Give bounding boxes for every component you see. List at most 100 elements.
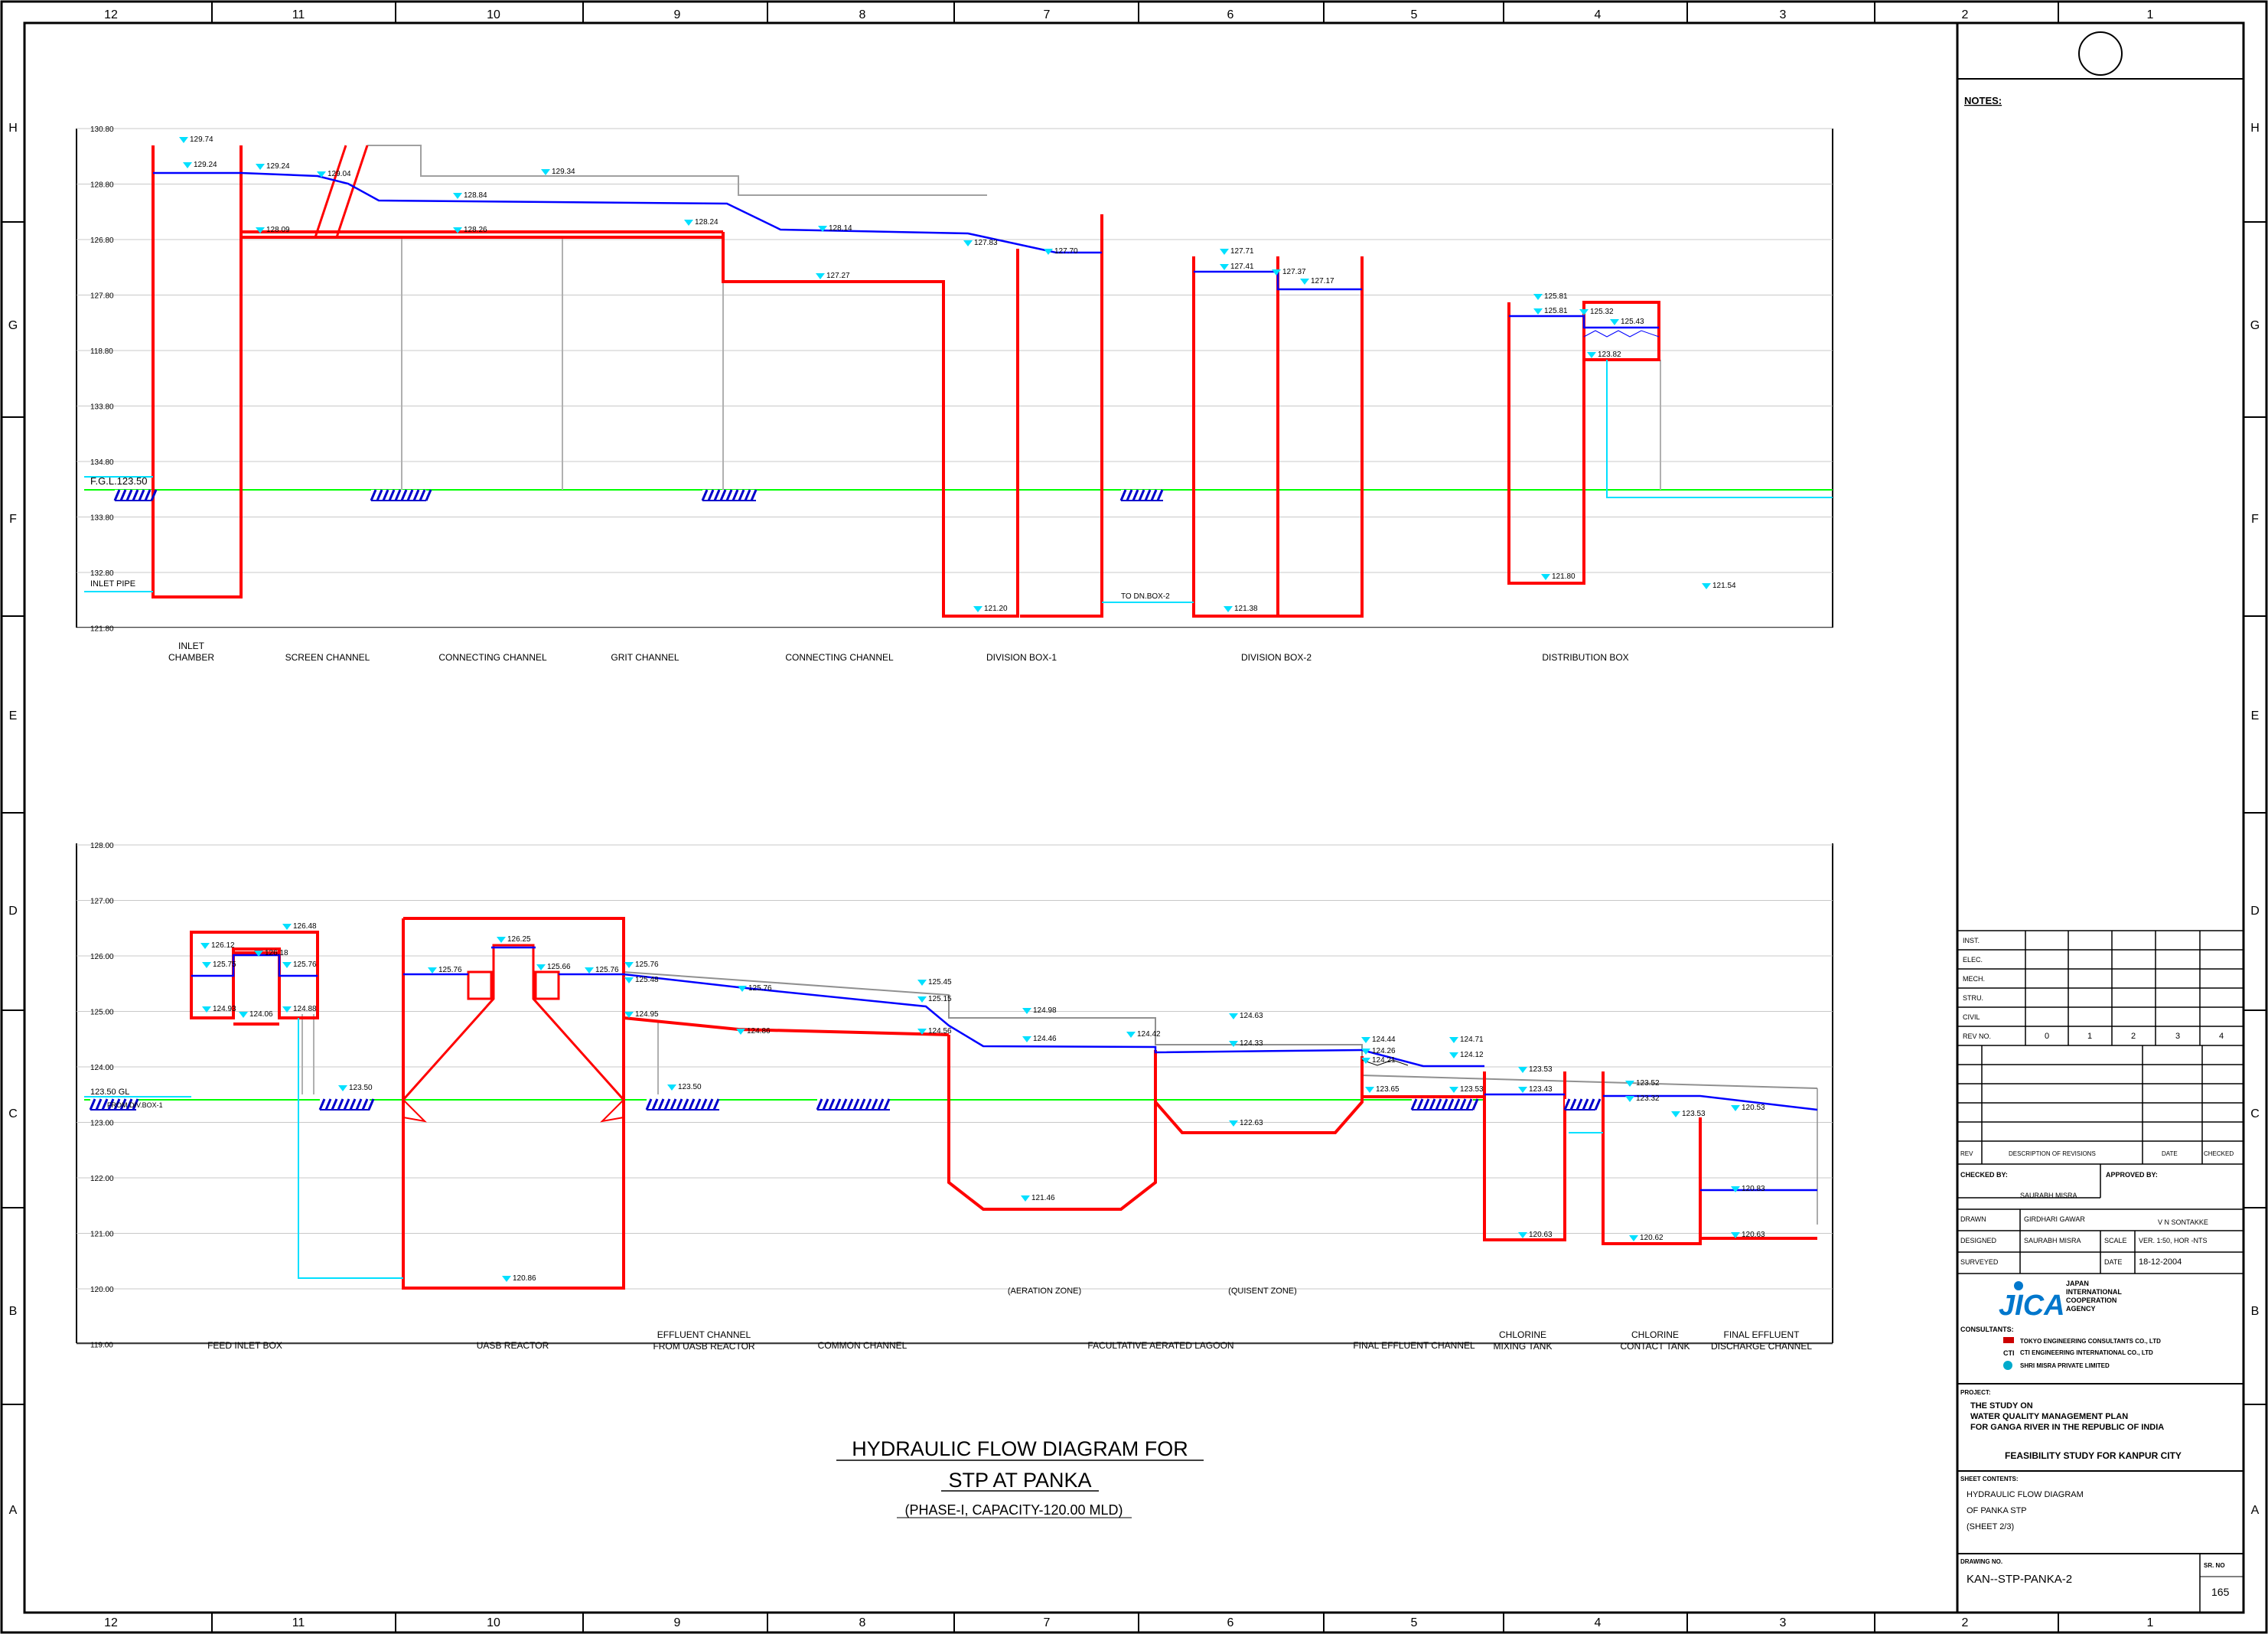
bottom-grid <box>77 844 1833 1345</box>
shri-misra-logo <box>2003 1361 2012 1370</box>
level-marker: 123.52 <box>1625 1079 1660 1088</box>
inner-frame <box>23 21 2245 1614</box>
hatch-symbol <box>816 1098 891 1111</box>
from-box-label: FROM DIV.BOX-1 <box>107 1101 163 1109</box>
level-marker: 121.20 <box>973 605 1008 613</box>
bottom-unit-labels: FEED INLET BOX UASB REACTOR EFFLUENT CHANN… <box>207 1329 1812 1352</box>
level-marker: 126.48 <box>282 922 317 931</box>
checked-by-name: SAURABH MISRA <box>2020 1192 2077 1199</box>
level-value: 124.63 <box>1240 1012 1263 1020</box>
border-col-top-9: 9 <box>674 8 681 21</box>
level-marker: 123.53 <box>1449 1085 1484 1094</box>
unit-label: FACULTATIVE AERATED LAGOON <box>1087 1340 1233 1351</box>
y-tick-label: 122.00 <box>90 1175 114 1183</box>
level-value: 120.83 <box>1742 1185 1765 1193</box>
distribution-box-outline <box>1507 301 1660 585</box>
unit-label: COMMON CHANNEL <box>818 1340 908 1351</box>
level-marker: 129.74 <box>179 135 213 144</box>
chlorine-contact-tank-outline <box>1602 1071 1702 1245</box>
border-row-left-F: F <box>9 513 17 526</box>
scale-value: VER. 1:50, HOR -NTS <box>2139 1237 2208 1244</box>
level-value: 125.76 <box>635 961 659 969</box>
rev-header-date: DATE <box>2162 1150 2178 1157</box>
rev-number: 0 <box>2045 1032 2049 1041</box>
border-row-right-A: A <box>2251 1504 2260 1517</box>
level-value: 123.82 <box>1598 351 1621 359</box>
jica-name-1: JAPAN <box>2066 1280 2089 1287</box>
level-marker: 125.43 <box>1610 318 1644 326</box>
level-value: 124.26 <box>1372 1047 1396 1055</box>
level-marker: 127.71 <box>1220 247 1254 256</box>
level-marker: 123.82 <box>1587 351 1621 359</box>
level-marker: 127.83 <box>963 239 998 247</box>
level-marker: 129.24 <box>183 161 217 169</box>
revision-circle <box>2078 31 2123 76</box>
y-tick-label: 125.00 <box>90 1009 114 1017</box>
level-value: 125.76 <box>293 961 317 969</box>
top-pipes <box>84 360 1833 603</box>
level-value: 123.53 <box>1460 1085 1484 1094</box>
level-marker: 124.06 <box>239 1010 273 1019</box>
level-value: 129.74 <box>190 135 213 144</box>
border-row-right-F: F <box>2251 513 2259 526</box>
level-marker: 120.62 <box>1629 1234 1664 1242</box>
level-value: 124.56 <box>928 1027 952 1036</box>
level-value: 125.76 <box>438 966 462 974</box>
level-value: 128.84 <box>464 191 487 200</box>
level-value: 123.50 <box>678 1083 702 1091</box>
level-marker: 123.50 <box>667 1083 702 1091</box>
level-value: 123.53 <box>1682 1110 1706 1118</box>
border-row-left-H: H <box>8 122 18 135</box>
level-value: 127.37 <box>1282 268 1306 276</box>
level-value: 124.21 <box>1372 1056 1396 1065</box>
aeration-zone-label: (AERATION ZONE) <box>1008 1287 1081 1296</box>
border-col-bottom-3: 3 <box>1780 1616 1787 1629</box>
level-marker: 125.66 <box>536 963 571 971</box>
consultant-1: TOKYO ENGINEERING CONSULTANTS CO., LTD <box>2020 1338 2161 1345</box>
border-col-bottom-1: 1 <box>2147 1616 2154 1629</box>
date-label: DATE <box>2104 1258 2122 1266</box>
level-value: 125.66 <box>547 963 571 971</box>
level-value: 125.48 <box>635 976 659 984</box>
jica-logo: JICA JAPAN INTERNATIONAL COOPERATION AGE… <box>1999 1280 2122 1322</box>
level-value: 121.20 <box>984 605 1008 613</box>
title-line-2: STP AT PANKA <box>948 1469 1091 1492</box>
designed-name: SAURABH MISRA <box>2024 1237 2081 1244</box>
unit-label: CONTACT TANK <box>1620 1341 1690 1352</box>
rev-number: 1 <box>2087 1032 2092 1041</box>
level-marker: 125.76 <box>738 984 772 993</box>
discipline-label: ELEC. <box>1963 956 1983 964</box>
border-row-right-D: D <box>2250 905 2260 918</box>
border-row-right-H: H <box>2250 122 2260 135</box>
project-line-2: WATER QUALITY MANAGEMENT PLAN <box>1970 1412 2128 1421</box>
sr-no: 165 <box>2211 1586 2230 1598</box>
level-marker: 125.32 <box>1579 308 1614 316</box>
level-value: 123.52 <box>1636 1079 1660 1088</box>
unit-label: CHLORINE <box>1631 1329 1679 1340</box>
level-marker: 125.75 <box>202 961 236 969</box>
rev-no-label: REV NO. <box>1963 1032 1991 1040</box>
level-value: 126.48 <box>293 922 317 931</box>
border-col-top-3: 3 <box>1780 8 1787 21</box>
surveyed-label: SURVEYED <box>1960 1258 1999 1266</box>
hatch-symbol <box>89 1098 139 1111</box>
level-marker: 124.98 <box>1022 1006 1057 1015</box>
level-marker: 123.53 <box>1671 1110 1706 1118</box>
hatch-symbol <box>370 489 432 501</box>
level-marker: 127.17 <box>1300 277 1334 285</box>
level-marker: 126.18 <box>254 949 288 957</box>
drawn-name: GIRDHARI GAWAR <box>2024 1215 2085 1223</box>
level-value: 127.17 <box>1311 277 1334 285</box>
unit-label: CONNECTING CHANNEL <box>785 652 894 663</box>
y-tick-label: 127.80 <box>90 292 114 301</box>
border-col-top-11: 11 <box>292 8 305 21</box>
revision-grid <box>1957 930 2244 1165</box>
level-value: 129.04 <box>327 170 351 178</box>
level-value: 124.12 <box>1460 1051 1484 1059</box>
discipline-list: INST. ELEC. MECH. STRU. CIVIL REV NO. <box>1963 937 1991 1040</box>
level-value: 120.86 <box>513 1274 536 1283</box>
level-value: 127.83 <box>974 239 998 247</box>
support-lines <box>401 237 1661 490</box>
level-value: 123.53 <box>1529 1065 1553 1074</box>
